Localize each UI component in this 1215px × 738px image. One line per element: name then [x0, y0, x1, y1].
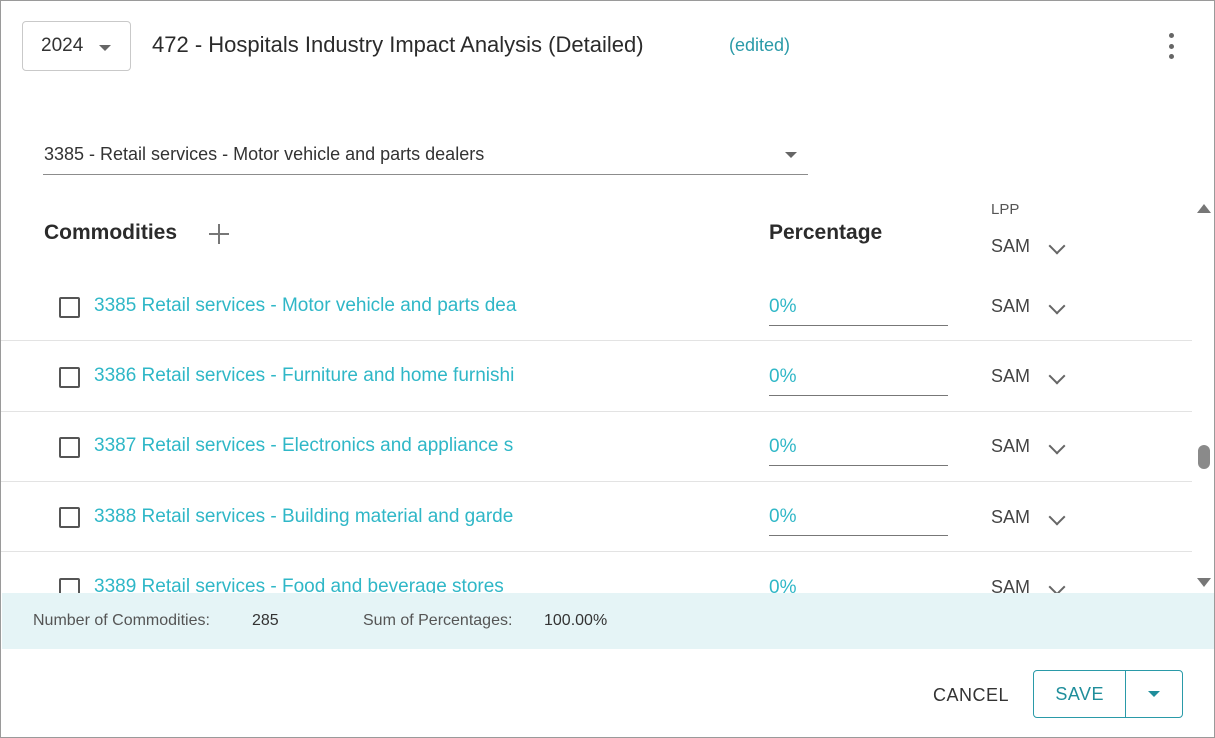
- percentage-value: 0%: [769, 436, 797, 457]
- chevron-down-icon: [1048, 508, 1066, 526]
- list-scrollbar[interactable]: [1192, 197, 1214, 593]
- chevron-down-icon: [1048, 578, 1066, 593]
- chevron-down-icon: [1048, 237, 1066, 255]
- row-checkbox[interactable]: [59, 297, 80, 318]
- table-row: 3386 Retail services - Furniture and hom…: [1, 342, 1192, 412]
- row-checkbox[interactable]: [59, 578, 80, 593]
- percentage-sum-value: 100.00%: [544, 612, 608, 629]
- save-options-toggle[interactable]: [1125, 671, 1182, 717]
- lpp-value: SAM: [991, 507, 1031, 527]
- percentage-input[interactable]: 0%: [769, 362, 948, 396]
- lpp-select[interactable]: SAM: [991, 434, 1081, 460]
- scroll-thumb[interactable]: [1198, 445, 1210, 469]
- caret-down-icon: [785, 152, 797, 158]
- caret-down-icon: [1148, 691, 1161, 697]
- row-checkbox[interactable]: [59, 507, 80, 528]
- lpp-label: LPP: [991, 201, 1020, 218]
- lpp-select[interactable]: SAM: [991, 294, 1081, 320]
- table-row: 3387 Retail services - Electronics and a…: [1, 412, 1192, 482]
- table-row: 3388 Retail services - Building material…: [1, 482, 1192, 552]
- row-checkbox[interactable]: [59, 367, 80, 388]
- lpp-select[interactable]: SAM: [991, 575, 1081, 593]
- commodity-link[interactable]: 3386 Retail services - Furniture and hom…: [94, 365, 515, 386]
- commodity-list[interactable]: 3385 Retail services - Motor vehicle and…: [1, 271, 1192, 593]
- percentage-input[interactable]: 0%: [769, 432, 948, 466]
- edited-indicator: (edited): [729, 35, 791, 55]
- commodity-count-label: Number of Commodities:: [33, 612, 210, 629]
- percentage-value: 0%: [769, 577, 797, 593]
- year-value: 2024: [41, 35, 84, 56]
- table-row: 3389 Retail services - Food and beverage…: [1, 552, 1192, 593]
- more-options-icon[interactable]: [1161, 33, 1181, 59]
- percentage-input[interactable]: 0%: [769, 502, 948, 536]
- chevron-down-icon: [1048, 297, 1066, 315]
- commodity-link[interactable]: 3387 Retail services - Electronics and a…: [94, 435, 514, 456]
- cancel-button[interactable]: CANCEL: [919, 673, 1023, 717]
- percentage-value: 0%: [769, 366, 797, 387]
- add-commodity-icon[interactable]: [208, 223, 230, 245]
- lpp-value: SAM: [991, 366, 1031, 386]
- save-button-group: SAVE: [1033, 670, 1183, 718]
- chevron-down-icon: [1048, 367, 1066, 385]
- commodity-count-value: 285: [252, 612, 279, 629]
- scroll-up-arrow-icon[interactable]: [1197, 204, 1211, 213]
- save-button[interactable]: SAVE: [1034, 671, 1125, 717]
- percentage-header: Percentage: [769, 221, 883, 244]
- industry-select[interactable]: 3385 - Retail services - Motor vehicle a…: [43, 137, 808, 175]
- percentage-value: 0%: [769, 296, 797, 317]
- chevron-down-icon: [1048, 437, 1066, 455]
- caret-down-icon: [99, 45, 111, 51]
- lpp-select[interactable]: SAM: [991, 505, 1081, 531]
- row-checkbox[interactable]: [59, 437, 80, 458]
- table-row: 3385 Retail services - Motor vehicle and…: [1, 271, 1192, 341]
- page-title: 472 - Hospitals Industry Impact Analysis…: [152, 32, 644, 57]
- industry-value: 3385 - Retail services - Motor vehicle a…: [44, 144, 485, 164]
- commodity-link[interactable]: 3389 Retail services - Food and beverage…: [94, 576, 504, 593]
- lpp-value: SAM: [991, 436, 1031, 456]
- lpp-header-value: SAM: [991, 236, 1031, 256]
- summary-bar: Number of Commodities: 285 Sum of Percen…: [2, 593, 1214, 649]
- lpp-value: SAM: [991, 296, 1031, 316]
- scroll-down-arrow-icon[interactable]: [1197, 578, 1211, 587]
- lpp-select[interactable]: SAM: [991, 364, 1081, 390]
- commodity-link[interactable]: 3385 Retail services - Motor vehicle and…: [94, 295, 517, 316]
- percentage-input[interactable]: 0%: [769, 573, 948, 593]
- lpp-header-select[interactable]: SAM: [991, 234, 1081, 260]
- commodities-header: Commodities: [44, 221, 178, 244]
- percentage-input[interactable]: 0%: [769, 292, 948, 326]
- lpp-value: SAM: [991, 577, 1031, 593]
- percentage-sum-label: Sum of Percentages:: [363, 612, 513, 629]
- year-select[interactable]: 2024: [22, 21, 131, 71]
- percentage-value: 0%: [769, 506, 797, 527]
- commodity-link[interactable]: 3388 Retail services - Building material…: [94, 506, 514, 527]
